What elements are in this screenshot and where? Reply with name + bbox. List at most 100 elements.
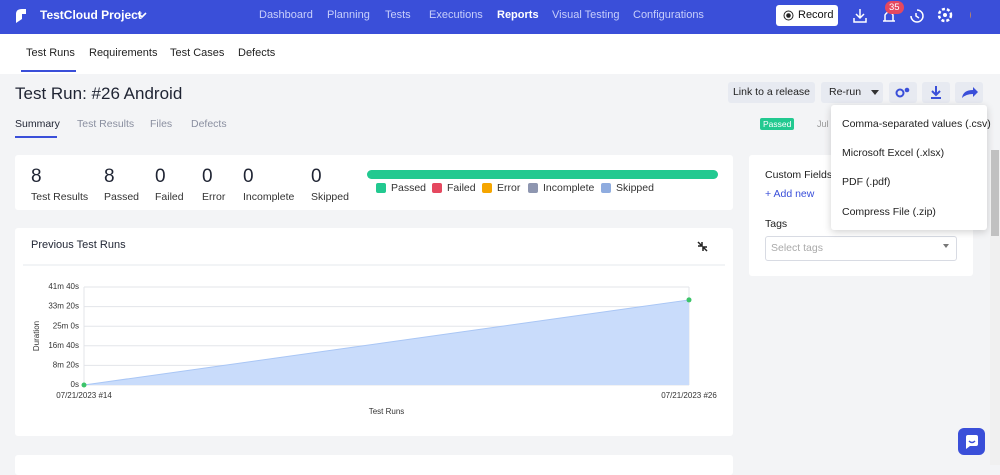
subtab[interactable]: Test Results: [77, 118, 135, 130]
x-tick-label: 07/21/2023 #26: [661, 391, 717, 400]
shape: [968, 440, 976, 444]
tab[interactable]: Defects: [238, 47, 276, 59]
menu-item[interactable]: PDF (.pdf): [842, 176, 891, 188]
shape: [786, 13, 791, 18]
x-axis-label: Test Runs: [369, 407, 405, 416]
legend-label: Failed: [447, 182, 476, 194]
stat-value: 0: [311, 166, 322, 187]
subtab[interactable]: Defects: [191, 118, 227, 130]
y-tick-label: 33m 20s: [48, 302, 79, 311]
stat-value: 8: [104, 166, 115, 187]
stat-label: Test Results: [31, 191, 89, 203]
legend-swatch: [482, 183, 492, 193]
shape: [904, 87, 910, 93]
tab[interactable]: Test Runs: [26, 47, 75, 59]
tab-underline: [21, 70, 76, 72]
status-badge: Passed: [760, 118, 795, 130]
stat-label: Incomplete: [243, 191, 295, 203]
shape: [970, 11, 971, 19]
nav-link[interactable]: Tests: [385, 9, 411, 21]
stat-value: 0: [243, 166, 254, 187]
y-tick-label: 0s: [71, 380, 79, 389]
button-icons: [895, 86, 978, 99]
record-button[interactable]: [776, 5, 838, 26]
shape: [16, 9, 26, 23]
legend-swatch: [432, 183, 442, 193]
data-point: [686, 297, 692, 303]
brand-caret[interactable]: [137, 10, 147, 20]
y-axis-label: Duration: [32, 321, 41, 351]
tab[interactable]: Test Cases: [170, 47, 225, 59]
stat-label: Error: [202, 191, 226, 203]
data-point: [81, 382, 87, 388]
shape: [937, 7, 953, 23]
legend-label: Passed: [391, 182, 427, 194]
legend-label: Incomplete: [543, 182, 595, 194]
collapse-icon[interactable]: [697, 241, 708, 252]
legend-swatch: [601, 183, 611, 193]
menu-item[interactable]: Microsoft Excel (.xlsx): [842, 147, 945, 159]
page-title: Test Run: #26 Android: [15, 84, 183, 103]
tab[interactable]: Requirements: [89, 47, 158, 59]
stat-value: 0: [202, 166, 213, 187]
progress-segment: [367, 170, 718, 179]
bottom-card: [15, 455, 733, 475]
legend-swatch: [376, 183, 386, 193]
legend-swatch: [528, 183, 538, 193]
scroll-thumb[interactable]: [991, 150, 999, 236]
shape: [931, 86, 941, 99]
stat-value: 8: [31, 166, 42, 187]
rerun-button[interactable]: Re-run: [821, 82, 883, 103]
shape: [910, 9, 924, 23]
nav-link[interactable]: Dashboard: [259, 9, 313, 21]
legend-label: Skipped: [616, 182, 654, 194]
subtab[interactable]: Summary: [15, 118, 60, 130]
tab-bar: [0, 34, 1000, 74]
shape: [895, 88, 905, 98]
legend-label: Error: [497, 182, 521, 194]
shape: [943, 244, 949, 248]
stat-label: Passed: [104, 191, 140, 203]
nav-link[interactable]: Visual Testing: [552, 9, 620, 21]
shape: [137, 12, 147, 19]
rerun-caret: [871, 90, 879, 95]
y-tick-label: 16m 40s: [48, 341, 79, 350]
stat-value: 0: [155, 166, 166, 187]
brand[interactable]: TestCloud Project: [40, 8, 142, 22]
y-tick-label: 25m 0s: [53, 321, 79, 330]
stat-label: Failed: [155, 191, 184, 203]
menu-item[interactable]: Compress File (.zip): [842, 206, 936, 218]
x-tick-label: 07/21/2023 #14: [56, 391, 112, 400]
nav-icons: [853, 7, 971, 23]
export-menu: [831, 105, 987, 230]
record-label[interactable]: Record: [798, 9, 834, 21]
nav-link[interactable]: Configurations: [633, 9, 704, 21]
y-tick-label: 8m 20s: [53, 361, 79, 370]
area-line: [83, 299, 690, 386]
subtab-underline: [15, 136, 57, 138]
shape: [962, 87, 978, 98]
chat-icon: [966, 435, 978, 449]
notification-badge: 35: [885, 1, 904, 14]
subtab[interactable]: Files: [150, 118, 173, 130]
chart: Previous Test Runs 0s 8m 20s 16m 40s 25m 0s…: [23, 239, 725, 416]
shape: [943, 13, 947, 17]
shape: [783, 10, 794, 21]
nav-link[interactable]: Executions: [429, 9, 483, 21]
nav-link[interactable]: Reports: [497, 9, 539, 21]
stat-label: Skipped: [311, 191, 349, 203]
tags-placeholder: Select tags: [771, 242, 823, 254]
record-icon: [783, 10, 794, 21]
link-release-button[interactable]: Link to a release: [728, 82, 815, 103]
shape: [853, 9, 867, 23]
y-tick-label: 41m 40s: [48, 282, 79, 291]
chart-title: Previous Test Runs: [31, 239, 126, 251]
stats-card: [15, 155, 733, 210]
add-new-link[interactable]: + Add new: [765, 188, 815, 200]
nav-link[interactable]: Planning: [327, 9, 370, 21]
shape: [871, 90, 879, 95]
menu-item[interactable]: Comma-separated values (.csv): [842, 118, 991, 130]
run-date: Jul: [817, 119, 829, 129]
tags-select[interactable]: [765, 236, 957, 261]
